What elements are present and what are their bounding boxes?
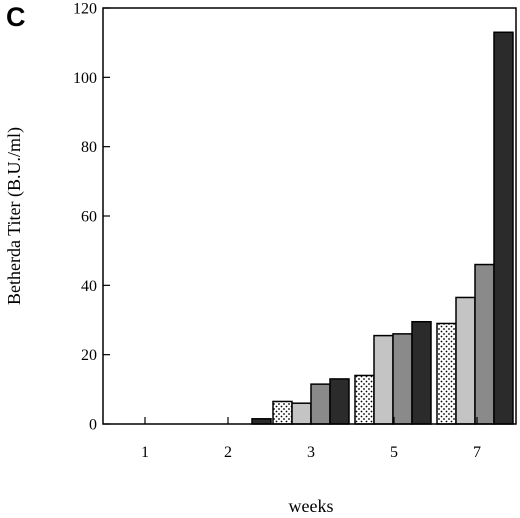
bar-series-1-week-7 bbox=[436, 322, 457, 425]
y-tick-label: 100 bbox=[73, 70, 97, 87]
bar-series-4-week-2 bbox=[251, 418, 272, 425]
bar-series-4-week-7 bbox=[493, 31, 514, 425]
bar-series-2-week-3 bbox=[291, 402, 312, 425]
x-tick-label: 2 bbox=[224, 444, 232, 461]
bar-series-2-week-7 bbox=[455, 296, 476, 425]
x-tick-label: 5 bbox=[390, 444, 398, 461]
y-tick-label: 80 bbox=[81, 139, 97, 156]
x-axis-title: weeks bbox=[289, 496, 334, 516]
bar-series-1-week-5 bbox=[354, 374, 375, 425]
bar-series-3-week-5 bbox=[392, 333, 413, 425]
bar-series-4-week-3 bbox=[329, 378, 350, 425]
y-tick-label: 0 bbox=[89, 417, 97, 434]
x-axis: 1 2 3 5 7 bbox=[141, 417, 481, 461]
bar-series-3-week-7 bbox=[474, 263, 495, 425]
y-axis-title: Betherda Titer (B.U./ml) bbox=[4, 127, 25, 305]
x-tick-label: 1 bbox=[141, 444, 149, 461]
y-tick-label: 40 bbox=[81, 278, 97, 295]
y-axis: 0 20 40 60 80 100 120 bbox=[73, 1, 110, 434]
bars-group bbox=[251, 31, 514, 425]
bar-series-1-week-3 bbox=[272, 400, 293, 425]
y-tick-label: 20 bbox=[81, 347, 97, 364]
x-tick-label: 3 bbox=[307, 444, 315, 461]
bar-series-3-week-3 bbox=[310, 383, 331, 425]
x-tick-label: 7 bbox=[473, 444, 481, 461]
bar-series-4-week-5 bbox=[411, 320, 432, 425]
bar-series-2-week-5 bbox=[373, 334, 394, 425]
y-tick-label: 120 bbox=[73, 1, 97, 18]
panel-label: C bbox=[6, 2, 26, 32]
y-tick-label: 60 bbox=[81, 209, 97, 226]
